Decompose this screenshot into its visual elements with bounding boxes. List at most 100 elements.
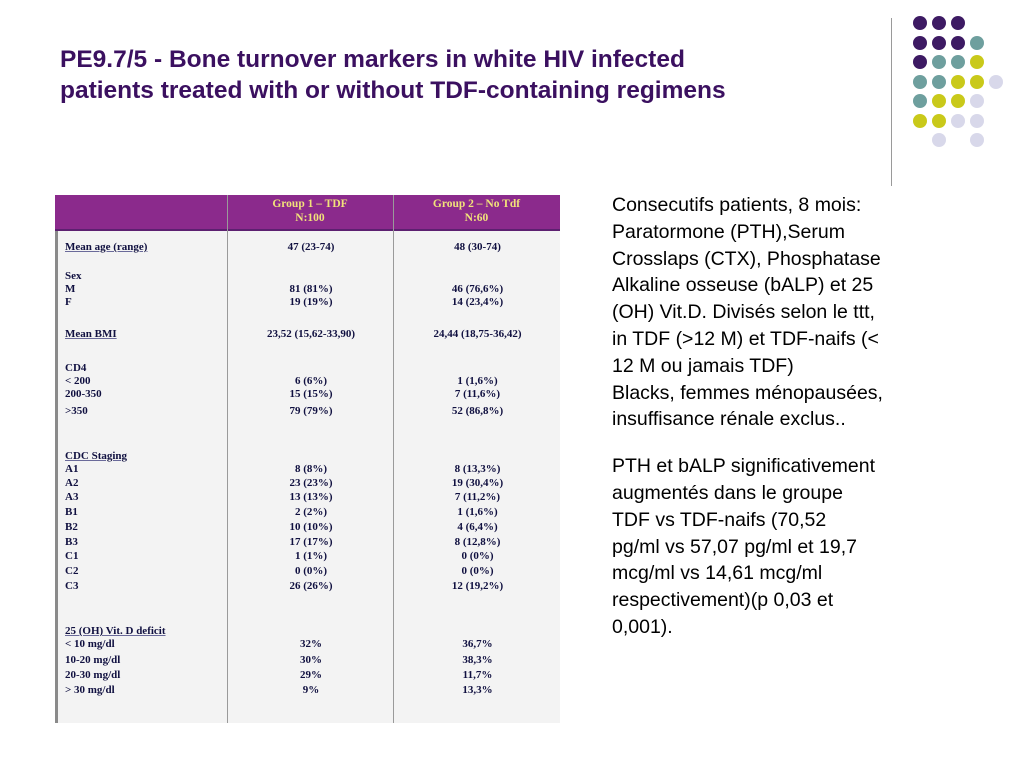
table-row-label: B1 xyxy=(65,506,78,518)
table-row-label: < 200 xyxy=(65,375,91,387)
table-row-label: A3 xyxy=(65,491,79,503)
decorative-dot xyxy=(913,16,927,30)
table-row-label: C2 xyxy=(65,565,79,577)
decorative-dot xyxy=(951,94,965,108)
table-cell-group2: 8 (13,3%) xyxy=(454,463,501,475)
table-row-label: 25 (OH) Vit. D deficit xyxy=(65,625,166,637)
summary-line: insuffisance rénale exclus.. xyxy=(612,408,846,431)
table-cell-group2: 12 (19,2%) xyxy=(451,580,504,592)
table-row-label: F xyxy=(65,296,72,308)
table-cell-group2: 4 (6,4%) xyxy=(457,521,498,533)
table-cell-group1: 15 (15%) xyxy=(289,388,333,400)
table-cell-group2: 1 (1,6%) xyxy=(457,506,498,518)
header-group1-n: N:100 xyxy=(295,212,325,224)
table-cell-group1: 29% xyxy=(300,669,322,681)
table-row-label: CDC Staging xyxy=(65,450,128,462)
header-group2-n: N:60 xyxy=(464,212,489,224)
table-cell-group1: 0 (0%) xyxy=(294,565,328,577)
table-row-label: < 10 mg/dl xyxy=(65,638,115,650)
summary-line: TDF vs TDF-naifs (70,52 xyxy=(612,508,827,531)
table-row-label: A1 xyxy=(65,463,79,475)
summary-paragraph-2: PTH et bALP significativement augmentés d… xyxy=(612,453,982,641)
table-row-label: Mean BMI xyxy=(65,328,117,340)
table-cell-group1: 23 (23%) xyxy=(289,477,333,489)
table-cell-group2: 52 (86,8%) xyxy=(451,405,504,417)
decorative-dot xyxy=(932,113,946,128)
table-cell-group1: 6 (6%) xyxy=(294,375,328,387)
table-row-label: C1 xyxy=(65,550,79,562)
table-cell-group1: 23,52 (15,62-33,90) xyxy=(267,328,355,340)
table-cell-group1: 79 (79%) xyxy=(289,405,333,417)
table-row-label: M xyxy=(65,283,76,295)
table-cell-group2: 14 (23,4%) xyxy=(451,296,504,308)
table-cell-group2: 7 (11,2%) xyxy=(454,491,501,503)
table-row-label: 20-30 mg/dl xyxy=(65,669,121,681)
table-cell-group1: 32% xyxy=(300,638,322,650)
table-cell-group2: 11,7% xyxy=(462,669,493,681)
table-header: Group 1 – TDF N:100 Group 2 – No Tdf N:6… xyxy=(55,195,560,229)
decorative-dot xyxy=(989,74,1003,89)
decorative-dot xyxy=(932,16,946,30)
column-separator xyxy=(227,195,228,723)
table-cell-group1: 2 (2%) xyxy=(294,506,328,518)
table-row-label: Sex xyxy=(65,270,82,282)
title-line-1: PE9.7/5 - Bone turnover markers in white… xyxy=(60,46,685,73)
table-cell-group1: 10 (10%) xyxy=(289,521,333,533)
decorative-dot xyxy=(951,74,965,89)
table-row-label: Mean age (range) xyxy=(65,241,148,253)
slide-title: PE9.7/5 - Bone turnover markers in white… xyxy=(60,44,860,106)
table-row-label: B2 xyxy=(65,521,78,533)
summary-line: 12 M ou jamais TDF) xyxy=(612,354,794,377)
table-cell-group1: 19 (19%) xyxy=(289,296,333,308)
decorative-dot xyxy=(913,55,927,69)
table-cell-group2: 48 (30-74) xyxy=(454,241,501,253)
summary-line: PTH et bALP significativement xyxy=(612,455,876,478)
header-group1: Group 1 – TDF N:100 xyxy=(227,197,393,229)
decorative-dot xyxy=(913,113,927,128)
decorative-dot xyxy=(913,35,927,50)
summary-line: Paratormone (PTH),Serum xyxy=(612,220,845,243)
decorative-dot xyxy=(932,55,946,69)
table-cell-group1: 47 (23-74) xyxy=(287,241,335,253)
table-cell-group2: 1 (1,6%) xyxy=(457,375,498,387)
summary-line: in TDF (>12 M) et TDF-naifs (< xyxy=(612,327,879,350)
table-row-label: C3 xyxy=(65,580,79,592)
table-cell-group2: 13,3% xyxy=(462,684,493,696)
decorative-dot xyxy=(913,94,927,108)
decorative-dot xyxy=(970,74,984,89)
summary-text: Consecutifs patients, 8 mois: Paratormone… xyxy=(612,192,982,641)
decorative-divider xyxy=(891,18,892,186)
summary-line: (OH) Vit.D. Divisés selon le ttt, xyxy=(612,301,875,324)
summary-line: respectivement)(p 0,03 et xyxy=(612,589,834,612)
table-cell-group2: 46 (76,6%) xyxy=(451,283,504,295)
header-separator xyxy=(55,229,560,231)
decorative-dot xyxy=(970,35,984,50)
table-row-label: 10-20 mg/dl xyxy=(65,654,121,666)
table-cell-group2: 19 (30,4%) xyxy=(451,477,504,489)
table-row-label: A2 xyxy=(65,477,79,489)
decorative-dot xyxy=(932,74,946,89)
table-cell-group2: 8 (12,8%) xyxy=(454,536,501,548)
summary-line: 0,001). xyxy=(612,615,673,638)
column-separator xyxy=(393,195,394,723)
table-row-label: B3 xyxy=(65,536,78,548)
summary-line: Alkaline osseuse (bALP) et 25 xyxy=(612,274,874,297)
decorative-dot xyxy=(970,55,984,69)
summary-line: Crosslaps (CTX), Phosphatase xyxy=(612,247,881,270)
table-cell-group1: 1 (1%) xyxy=(294,550,328,562)
title-line-2: patients treated with or without TDF-con… xyxy=(60,77,726,104)
table-cell-group1: 17 (17%) xyxy=(289,536,333,548)
table-cell-group2: 0 (0%) xyxy=(461,565,494,577)
decorative-dot xyxy=(970,133,984,147)
summary-line: pg/ml vs 57,07 pg/ml et 19,7 xyxy=(612,535,857,558)
decorative-dot xyxy=(951,16,965,30)
table-cell-group2: 0 (0%) xyxy=(461,550,494,562)
decorative-dot xyxy=(951,55,965,69)
summary-paragraph-1: Consecutifs patients, 8 mois: Paratormone… xyxy=(612,192,982,433)
decorative-dot xyxy=(951,113,965,128)
decorative-dot xyxy=(932,133,946,147)
table-cell-group2: 38,3% xyxy=(462,654,493,666)
decorative-dot xyxy=(970,113,984,128)
summary-line: augmentés dans le groupe xyxy=(612,481,843,504)
decorative-dot xyxy=(932,35,946,50)
